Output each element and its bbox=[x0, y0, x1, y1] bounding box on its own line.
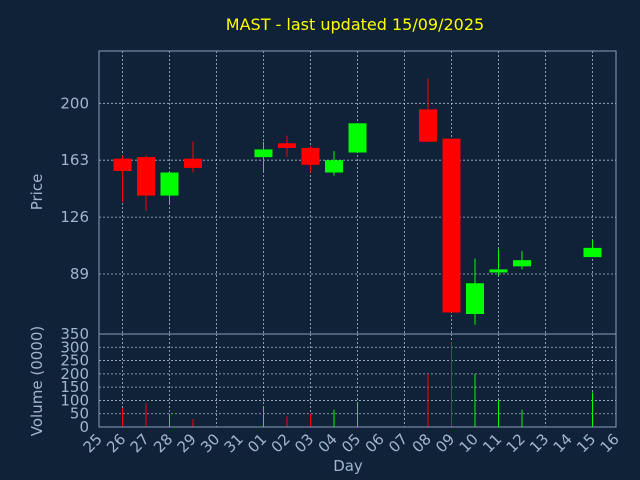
volume-tick-label: 250 bbox=[60, 352, 89, 370]
x-tick-label: 27 bbox=[127, 430, 153, 456]
x-tick-label: 06 bbox=[362, 430, 388, 456]
x-tick-label: 16 bbox=[597, 430, 623, 456]
chart-title: MAST - last updated 15/09/2025 bbox=[226, 15, 484, 34]
price-tick-label: 200 bbox=[60, 94, 89, 112]
x-tick-label: 02 bbox=[268, 430, 294, 456]
x-tick-label: 31 bbox=[221, 430, 247, 456]
price-tick-label: 126 bbox=[60, 208, 89, 226]
x-tick-label: 04 bbox=[315, 430, 341, 456]
x-tick-label: 13 bbox=[526, 430, 552, 456]
volume-tick-label: 150 bbox=[60, 378, 89, 396]
candle-body bbox=[137, 157, 155, 196]
volume-tick-label: 300 bbox=[60, 338, 89, 356]
candle-body bbox=[278, 143, 296, 148]
x-tick-label: 28 bbox=[150, 430, 176, 456]
candle-body bbox=[184, 158, 202, 168]
candle-body bbox=[325, 160, 343, 173]
candle-body bbox=[254, 149, 273, 158]
x-tick-label: 03 bbox=[291, 430, 317, 456]
x-tick-label: 30 bbox=[197, 430, 223, 456]
price-tick-labels: 89 126 163 200 bbox=[60, 94, 89, 283]
candle-body bbox=[419, 109, 437, 142]
x-axis-label: Day bbox=[333, 457, 363, 475]
candle-body bbox=[583, 247, 602, 258]
x-tick-label: 14 bbox=[550, 430, 576, 456]
x-tick-label: 05 bbox=[338, 430, 364, 456]
volume-tick-label: 50 bbox=[70, 405, 89, 423]
volume-panel-frame bbox=[98, 333, 617, 428]
volume-tick-label: 0 bbox=[79, 418, 89, 436]
x-tick-label: 08 bbox=[409, 430, 435, 456]
price-tick-label: 89 bbox=[70, 265, 89, 283]
candle-body bbox=[513, 260, 531, 267]
x-tick-label: 12 bbox=[503, 430, 529, 456]
candle-body bbox=[113, 158, 132, 171]
x-tick-label: 07 bbox=[385, 430, 411, 456]
candle-body bbox=[466, 283, 484, 315]
volume-tick-label: 350 bbox=[60, 325, 89, 343]
candle-body bbox=[348, 123, 367, 153]
candle-body bbox=[301, 147, 320, 165]
x-tick-label: 29 bbox=[174, 430, 200, 456]
x-tick-label: 10 bbox=[456, 430, 482, 456]
price-candles bbox=[113, 78, 602, 325]
volume-tick-label: 100 bbox=[60, 391, 89, 409]
x-tick-label: 11 bbox=[479, 430, 505, 456]
x-tick-label: 26 bbox=[103, 430, 129, 456]
volume-bars bbox=[122, 341, 593, 427]
price-axis-label: Price bbox=[28, 174, 46, 211]
x-tick-label: 01 bbox=[244, 430, 270, 456]
x-tick-label: 09 bbox=[432, 430, 458, 456]
x-tick-labels: 2526272829303101020304050607080910111213… bbox=[80, 430, 623, 456]
price-tick-label: 163 bbox=[60, 151, 89, 169]
candle-body bbox=[160, 172, 179, 196]
x-tick-label: 15 bbox=[573, 430, 599, 456]
volume-axis-label: Volume (0000) bbox=[28, 326, 46, 436]
candle-body bbox=[442, 138, 461, 313]
volume-tick-label: 200 bbox=[60, 365, 89, 383]
candle-body bbox=[489, 269, 508, 273]
